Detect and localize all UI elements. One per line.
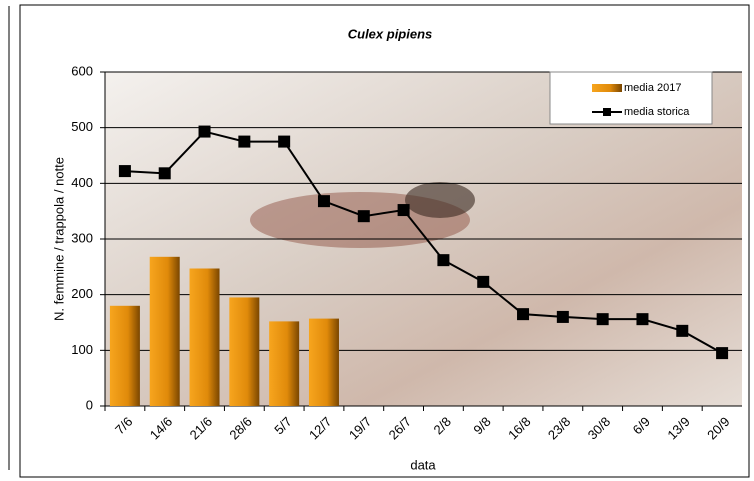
legend-swatch — [603, 108, 611, 116]
marker — [556, 310, 569, 323]
y-tick-label: 100 — [71, 342, 93, 357]
marker — [596, 313, 609, 326]
line — [124, 130, 723, 354]
bar — [189, 268, 220, 406]
legend-label: media storica — [624, 106, 690, 118]
y-tick-label: 0 — [86, 397, 93, 412]
background-photo — [405, 182, 475, 218]
marker — [317, 195, 330, 208]
marker — [437, 254, 450, 267]
marker — [477, 275, 490, 288]
marker — [198, 125, 211, 138]
marker — [676, 324, 689, 337]
bar — [149, 256, 180, 406]
y-tick-label: 400 — [71, 175, 93, 190]
marker — [357, 210, 370, 223]
chart-title: Culex pipiens — [348, 26, 433, 41]
marker — [238, 135, 251, 148]
y-tick-label: 500 — [71, 119, 93, 134]
bar — [269, 321, 300, 406]
y-axis-label: N. femmine / trappola / notte — [51, 157, 66, 321]
bar — [109, 305, 140, 406]
marker — [517, 308, 530, 321]
y-tick-label: 200 — [71, 286, 93, 301]
marker — [636, 313, 649, 326]
bar — [308, 318, 339, 406]
legend-swatch — [592, 84, 622, 92]
y-tick-label: 600 — [71, 63, 93, 78]
marker — [716, 347, 729, 360]
marker — [158, 167, 171, 180]
y-tick-label: 300 — [71, 230, 93, 245]
bar — [229, 297, 260, 406]
marker — [397, 204, 410, 217]
x-axis-label: data — [410, 457, 436, 472]
legend-box — [549, 71, 713, 125]
marker — [278, 135, 291, 148]
marker — [118, 165, 131, 178]
legend-label: media 2017 — [624, 82, 682, 94]
